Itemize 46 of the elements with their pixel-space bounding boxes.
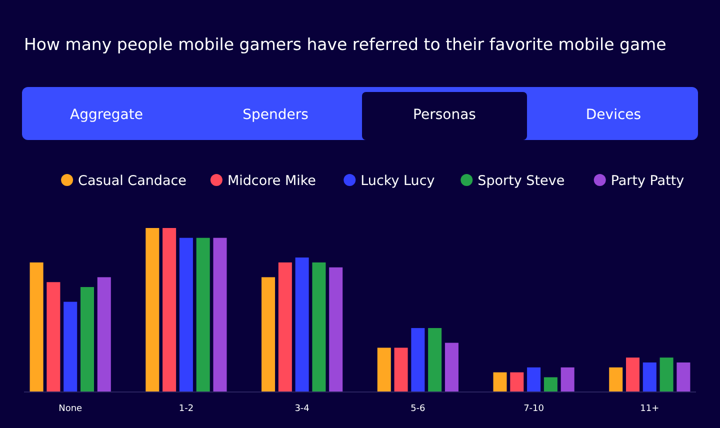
bar	[262, 277, 276, 392]
bar	[676, 362, 690, 392]
x-tick-label: 1-2	[178, 404, 194, 414]
x-tick-label: None	[58, 404, 83, 414]
bar	[444, 342, 458, 392]
bar	[560, 367, 574, 392]
bar	[97, 277, 111, 392]
chart-title: How many people mobile gamers have referred to their favorite mobile game	[24, 35, 666, 54]
legend-label: Party Patty	[610, 173, 684, 189]
legend-label: Sporty Steve	[478, 173, 565, 189]
legend-label: Midcore Mike	[227, 173, 316, 189]
x-tick-label: 5-6	[410, 404, 426, 414]
text: Aggregate	[70, 107, 143, 123]
bar	[146, 228, 160, 392]
text: Spenders	[242, 107, 308, 123]
bar	[527, 367, 541, 392]
text: Personas	[413, 107, 476, 123]
bar	[80, 287, 94, 392]
x-tick-label: 7-10	[524, 404, 544, 414]
bar	[428, 328, 442, 392]
bar	[30, 262, 44, 392]
bar	[642, 362, 656, 392]
bar	[510, 372, 524, 392]
bar	[64, 302, 78, 392]
text: Devices	[586, 107, 642, 123]
bar	[411, 328, 425, 392]
bar	[179, 238, 193, 392]
bar	[312, 262, 326, 392]
bar	[544, 377, 558, 392]
legend-label: Casual Candace	[78, 173, 186, 189]
bar	[377, 348, 391, 392]
bar	[609, 367, 623, 392]
bar	[213, 238, 227, 392]
x-tick-label: 11+	[640, 404, 660, 414]
bar	[162, 228, 176, 392]
bar	[46, 282, 60, 392]
legend-label: Lucky Lucy	[360, 173, 435, 189]
bar	[295, 258, 309, 392]
bar	[660, 358, 674, 392]
bar	[278, 262, 292, 392]
x-tick-label: 3-4	[294, 404, 310, 414]
bar	[394, 348, 408, 392]
bar	[493, 372, 507, 392]
bar	[626, 358, 640, 392]
bar	[196, 238, 210, 392]
bar	[329, 267, 343, 392]
